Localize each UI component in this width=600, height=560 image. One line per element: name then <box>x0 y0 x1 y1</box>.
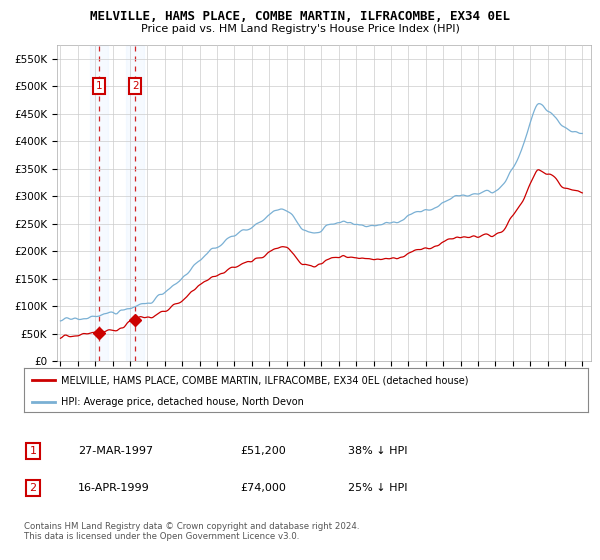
Text: 16-APR-1999: 16-APR-1999 <box>78 483 150 493</box>
Text: £74,000: £74,000 <box>240 483 286 493</box>
Text: HPI: Average price, detached house, North Devon: HPI: Average price, detached house, Nort… <box>61 397 304 407</box>
Bar <box>127 45 144 361</box>
Text: Price paid vs. HM Land Registry's House Price Index (HPI): Price paid vs. HM Land Registry's House … <box>140 24 460 34</box>
Text: 27-MAR-1997: 27-MAR-1997 <box>78 446 153 456</box>
Text: 1: 1 <box>96 81 103 91</box>
Text: 2: 2 <box>132 81 139 91</box>
Text: Contains HM Land Registry data © Crown copyright and database right 2024.
This d: Contains HM Land Registry data © Crown c… <box>24 522 359 542</box>
Text: £51,200: £51,200 <box>240 446 286 456</box>
Text: 1: 1 <box>29 446 37 456</box>
Text: 38% ↓ HPI: 38% ↓ HPI <box>348 446 407 456</box>
Text: MELVILLE, HAMS PLACE, COMBE MARTIN, ILFRACOMBE, EX34 0EL: MELVILLE, HAMS PLACE, COMBE MARTIN, ILFR… <box>90 10 510 23</box>
Bar <box>91 45 108 361</box>
Text: 25% ↓ HPI: 25% ↓ HPI <box>348 483 407 493</box>
Text: 2: 2 <box>29 483 37 493</box>
Text: MELVILLE, HAMS PLACE, COMBE MARTIN, ILFRACOMBE, EX34 0EL (detached house): MELVILLE, HAMS PLACE, COMBE MARTIN, ILFR… <box>61 375 468 385</box>
